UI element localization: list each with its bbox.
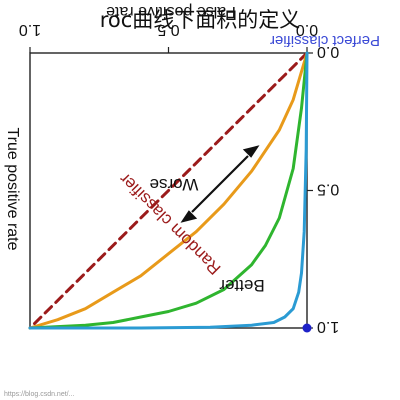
better-worse-arrow xyxy=(180,145,260,223)
x-tick-label: 0.0 xyxy=(296,21,318,38)
random-classifier-line xyxy=(28,51,309,330)
perfect-classifier-point xyxy=(302,323,312,333)
y-axis-label: True positive rate xyxy=(4,127,21,250)
x-axis-label: False positive rate xyxy=(106,3,236,20)
perfect-classifier-label: Perfect classifier xyxy=(270,32,380,49)
roc-curve-1 xyxy=(28,51,309,330)
y-tick-label: 1.0 xyxy=(317,318,339,335)
better-label: Better xyxy=(219,276,265,295)
roc-curve-3 xyxy=(28,51,309,330)
overlay-title: roc曲线下面积的定义 xyxy=(99,8,301,32)
watermark: https://blog.csdn.net/... xyxy=(4,391,75,398)
y-tick-label: 0.5 xyxy=(317,181,339,198)
x-tick-label: 1.0 xyxy=(19,21,41,38)
y-tick-label: 0.0 xyxy=(317,43,339,60)
worse-label: Worse xyxy=(150,175,199,194)
x-tick-label: 0.5 xyxy=(157,21,179,38)
roc-curve-2 xyxy=(28,51,309,330)
